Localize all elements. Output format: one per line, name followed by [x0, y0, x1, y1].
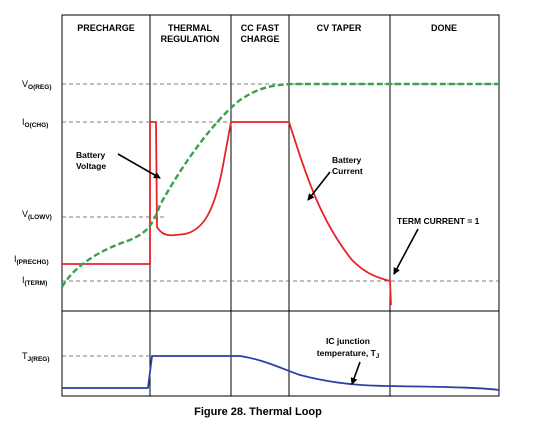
junction-temperature-curve	[62, 355, 500, 391]
y-label-i-term: I(TERM)	[22, 275, 47, 287]
phase-label-line: CC FAST	[241, 23, 280, 33]
term-current-arrow	[393, 228, 419, 275]
lower-panel-frame	[61, 310, 500, 397]
annotation-text: TERM CURRENT = 1	[397, 216, 480, 226]
annotation-line: Battery	[76, 150, 106, 160]
phase-label-cv-taper: CV TAPER	[317, 23, 362, 33]
phase-label-line: CHARGE	[240, 34, 279, 44]
phase-label-line: REGULATION	[161, 34, 220, 44]
phase-label-line: THERMAL	[168, 23, 212, 33]
annotation-line-2: temperature, TJ	[317, 348, 379, 360]
y-label-main: I	[14, 254, 17, 264]
y-label-v-lowv: V(LOWV)	[22, 209, 52, 221]
phase-label-cc-fast-charge: CC FAST CHARGE	[240, 23, 279, 44]
y-label-vo-reg: VO(REG)	[22, 79, 52, 91]
y-label-sub: O(REG)	[28, 84, 51, 91]
ic-junction-annotation: IC junction temperature, TJ	[317, 336, 379, 385]
battery-current-curve	[62, 121, 392, 306]
phase-label-line: CV TAPER	[317, 23, 362, 33]
phase-label-line: PRECHARGE	[77, 23, 135, 33]
ic-junction-arrow	[350, 361, 361, 385]
y-label-sub: (PRECHG)	[17, 259, 49, 266]
y-label-i-prechg: I(PRECHG)	[14, 254, 49, 266]
y-label-main: T	[22, 351, 28, 361]
upper-panel-frame	[61, 14, 500, 312]
phase-label-done: DONE	[431, 23, 457, 33]
annotation-main: temperature, T	[317, 348, 377, 358]
annotation-line: IC junction	[326, 336, 370, 346]
figure-caption: Figure 28. Thermal Loop	[194, 406, 322, 418]
battery-current-annotation: Battery Current	[307, 155, 363, 201]
y-label-main: I	[22, 117, 25, 127]
phase-label-line: DONE	[431, 23, 457, 33]
annotation-line: Battery	[332, 155, 362, 165]
battery-voltage-curve	[60, 82, 499, 288]
term-current-annotation: TERM CURRENT = 1	[393, 216, 480, 275]
y-label-main: V	[22, 209, 28, 219]
phase-label-precharge: PRECHARGE	[77, 23, 135, 33]
y-label-sub: (LOWV)	[28, 214, 52, 221]
y-label-main: I	[22, 275, 25, 285]
battery-current-arrow	[307, 171, 331, 201]
annotation-line: Voltage	[76, 161, 106, 171]
y-label-main: V	[22, 79, 28, 89]
y-label-sub: O(CHG)	[25, 122, 49, 129]
y-label-io-chg: IO(CHG)	[22, 117, 48, 129]
phase-label-thermal-regulation: THERMAL REGULATION	[161, 23, 220, 44]
y-label-sub: (TERM)	[25, 280, 48, 287]
battery-voltage-annotation: Battery Voltage	[76, 150, 161, 179]
battery-voltage-arrow	[117, 153, 161, 179]
y-label-sub: J(REG)	[28, 356, 50, 363]
annotation-sub: J	[376, 354, 379, 360]
y-label-tj-reg: TJ(REG)	[22, 351, 50, 363]
annotation-line: Current	[332, 166, 363, 176]
